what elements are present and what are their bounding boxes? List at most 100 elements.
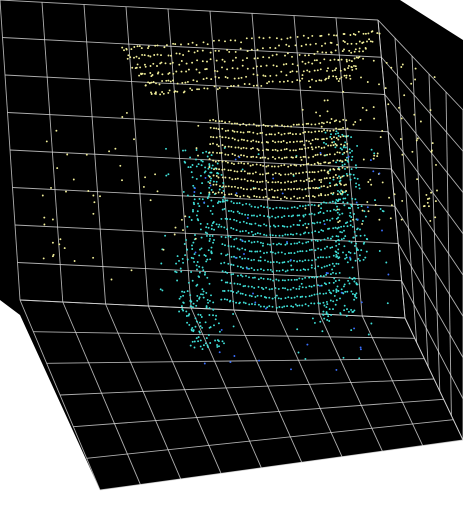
cyan-point bbox=[199, 192, 202, 195]
cyan-point bbox=[286, 288, 289, 291]
cyan-point bbox=[254, 233, 257, 236]
cyan-point bbox=[204, 321, 207, 324]
yellow-point bbox=[66, 153, 69, 156]
yellow-point bbox=[127, 54, 130, 57]
cyan-point bbox=[266, 243, 269, 246]
yellow-point bbox=[338, 120, 341, 123]
cyan-point bbox=[320, 248, 323, 251]
blue-point bbox=[246, 267, 249, 270]
cyan-point bbox=[260, 268, 262, 271]
cyan-point bbox=[314, 258, 317, 261]
cyan-point bbox=[233, 218, 236, 221]
yellow-point bbox=[250, 156, 253, 158]
cyan-point bbox=[319, 320, 322, 323]
yellow-point bbox=[51, 255, 54, 258]
yellow-point bbox=[319, 153, 322, 156]
yellow-point bbox=[265, 172, 268, 175]
yellow-point bbox=[267, 125, 269, 127]
cyan-point bbox=[241, 168, 244, 171]
cyan-point bbox=[241, 257, 244, 260]
cyan-point bbox=[253, 241, 256, 243]
yellow-point bbox=[320, 181, 322, 184]
cyan-point bbox=[208, 193, 211, 195]
floor-grid bbox=[19, 299, 463, 491]
yellow-point bbox=[231, 67, 234, 70]
cyan-point bbox=[329, 136, 332, 138]
yellow-point bbox=[335, 144, 338, 147]
yellow-point bbox=[163, 46, 166, 49]
yellow-point bbox=[181, 81, 184, 84]
yellow-point bbox=[191, 41, 194, 44]
cyan-point bbox=[319, 292, 321, 295]
yellow-point bbox=[274, 157, 277, 160]
yellow-point bbox=[252, 180, 255, 183]
yellow-point bbox=[147, 45, 150, 48]
yellow-point bbox=[268, 80, 270, 83]
yellow-point bbox=[378, 32, 381, 35]
yellow-point bbox=[252, 73, 255, 76]
side-grid-line bbox=[381, 56, 463, 152]
cyan-point bbox=[192, 184, 195, 187]
yellow-point bbox=[326, 153, 329, 156]
yellow-point bbox=[342, 39, 345, 42]
cyan-point bbox=[216, 344, 219, 346]
cyan-point bbox=[252, 276, 254, 279]
cyan-point bbox=[198, 297, 201, 300]
yellow-point bbox=[307, 122, 310, 125]
cyan-point bbox=[224, 217, 227, 220]
yellow-point bbox=[280, 188, 283, 191]
yellow-point bbox=[206, 43, 209, 46]
yellow-point bbox=[218, 87, 221, 89]
cyan-point bbox=[385, 261, 388, 264]
cyan-point bbox=[344, 257, 347, 260]
cyan-point bbox=[227, 245, 230, 247]
cyan-point bbox=[275, 243, 278, 246]
cyan-point bbox=[352, 310, 355, 313]
yellow-point bbox=[221, 66, 223, 69]
yellow-point bbox=[208, 158, 211, 161]
cyan-point bbox=[204, 166, 207, 169]
yellow-point bbox=[338, 128, 341, 131]
yellow-point bbox=[278, 156, 280, 159]
cyan-point bbox=[209, 237, 211, 240]
cyan-point bbox=[190, 305, 193, 308]
yellow-point bbox=[224, 185, 227, 188]
yellow-point bbox=[239, 131, 242, 134]
blue-point bbox=[366, 206, 369, 209]
yellow-point bbox=[267, 149, 270, 151]
floor-grid-line bbox=[59, 378, 435, 396]
cyan-point bbox=[184, 161, 187, 164]
yellow-point bbox=[242, 122, 245, 125]
yellow-point bbox=[348, 59, 351, 62]
cyan-point bbox=[271, 297, 274, 300]
blue-point bbox=[203, 362, 206, 365]
cyan-point bbox=[310, 212, 313, 215]
yellow-point bbox=[310, 163, 313, 166]
yellow-point bbox=[328, 153, 331, 156]
cyan-point bbox=[281, 261, 284, 264]
yellow-point bbox=[323, 161, 326, 164]
cyan-point bbox=[190, 219, 193, 221]
cyan-point bbox=[348, 276, 351, 279]
point-cloud-cyan-points bbox=[159, 130, 389, 360]
yellow-point bbox=[276, 124, 279, 127]
cyan-point bbox=[321, 330, 324, 333]
cyan-point bbox=[353, 280, 356, 283]
cyan-point bbox=[248, 276, 250, 279]
yellow-point bbox=[191, 89, 193, 92]
yellow-point bbox=[275, 37, 278, 40]
cyan-point bbox=[356, 144, 359, 147]
yellow-point bbox=[139, 66, 142, 69]
yellow-point bbox=[249, 164, 252, 167]
yellow-point bbox=[261, 173, 264, 176]
cyan-point bbox=[330, 314, 333, 316]
cyan-point bbox=[338, 208, 341, 211]
cyan-point bbox=[198, 271, 201, 274]
yellow-point bbox=[221, 58, 224, 61]
yellow-point bbox=[173, 233, 176, 236]
cyan-point bbox=[266, 215, 269, 218]
yellow-point bbox=[301, 140, 304, 143]
yellow-point bbox=[196, 88, 199, 91]
